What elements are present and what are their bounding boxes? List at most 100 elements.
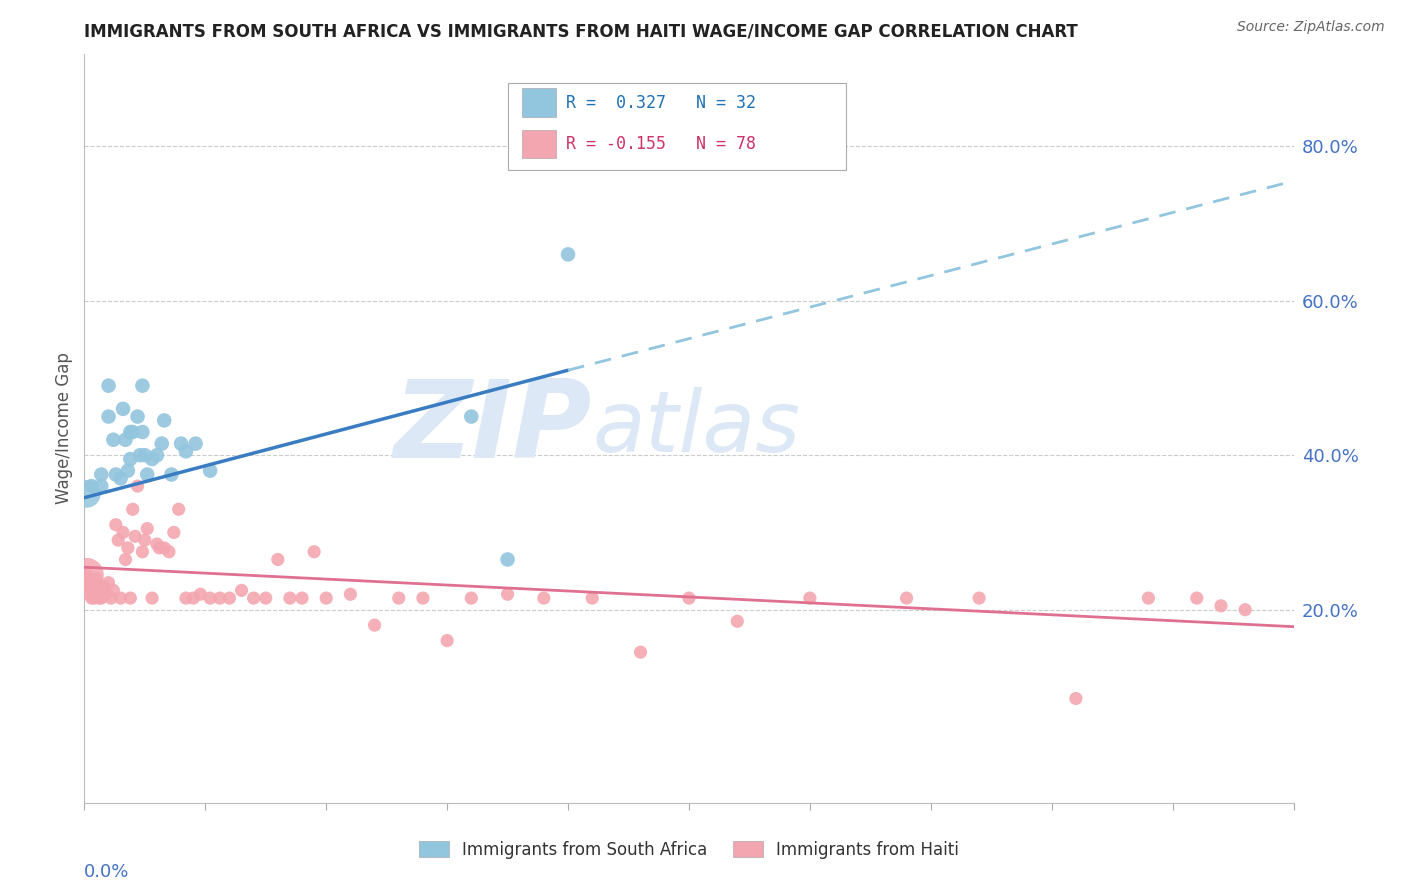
Point [231, 583, 253, 598]
Point [315, 591, 337, 606]
Point [136, 522, 159, 536]
Point [86, 583, 108, 598]
Point [581, 591, 603, 606]
Point [103, 583, 125, 598]
Point [148, 541, 170, 555]
Point [97, 378, 120, 392]
Point [117, 464, 139, 478]
Point [725, 614, 748, 628]
Point [254, 591, 277, 606]
Point [83, 591, 105, 606]
Point [104, 467, 127, 482]
Point [112, 525, 135, 540]
Point [90, 479, 112, 493]
Text: R =  0.327   N = 32: R = 0.327 N = 32 [565, 94, 755, 112]
Point [87, 591, 110, 606]
Point [100, 591, 122, 606]
Point [460, 409, 482, 424]
Point [80, 591, 103, 606]
Point [150, 436, 173, 450]
Point [120, 591, 142, 606]
Point [107, 533, 129, 548]
Point [80, 580, 103, 594]
Text: ZIP: ZIP [394, 376, 592, 481]
Point [110, 591, 132, 606]
Point [163, 525, 186, 540]
Point [114, 433, 136, 447]
Point [90, 580, 112, 594]
Point [198, 464, 221, 478]
Bar [522, 129, 555, 158]
Point [114, 552, 136, 566]
Text: 0.0%: 0.0% [84, 863, 129, 880]
Point [134, 448, 156, 462]
Point [83, 583, 105, 598]
Point [129, 448, 152, 462]
Point [80, 479, 103, 493]
Point [267, 552, 290, 566]
Point [76, 568, 98, 582]
Point [136, 467, 159, 482]
Point [90, 591, 112, 606]
Point [127, 479, 149, 493]
Point [76, 568, 98, 582]
Point [110, 471, 132, 485]
Point [557, 247, 579, 261]
Point [121, 425, 143, 439]
Point [436, 633, 458, 648]
Point [174, 444, 197, 458]
Point [90, 467, 112, 482]
Point [77, 580, 100, 594]
Point [278, 591, 301, 606]
Text: atlas: atlas [592, 386, 800, 470]
Point [157, 545, 180, 559]
FancyBboxPatch shape [508, 84, 846, 169]
Point [363, 618, 385, 632]
Point [141, 452, 163, 467]
Point [121, 502, 143, 516]
Text: R = -0.155   N = 78: R = -0.155 N = 78 [565, 135, 755, 153]
Point [86, 572, 108, 586]
Point [170, 436, 193, 450]
Point [181, 591, 204, 606]
Point [83, 587, 105, 601]
Point [799, 591, 821, 606]
Point [131, 378, 153, 392]
Point [146, 537, 169, 551]
Point [533, 591, 555, 606]
Point [153, 413, 176, 427]
Legend: Immigrants from South Africa, Immigrants from Haiti: Immigrants from South Africa, Immigrants… [412, 834, 966, 865]
Point [86, 587, 108, 601]
Point [496, 587, 519, 601]
Point [77, 587, 100, 601]
Point [1185, 591, 1208, 606]
Point [93, 583, 115, 598]
Y-axis label: Wage/Income Gap: Wage/Income Gap [55, 352, 73, 504]
Point [967, 591, 990, 606]
Point [198, 591, 221, 606]
Point [1064, 691, 1087, 706]
Point [496, 552, 519, 566]
Point [1234, 603, 1257, 617]
Point [93, 580, 115, 594]
Point [104, 517, 127, 532]
Point [208, 591, 231, 606]
Point [112, 401, 135, 416]
Point [412, 591, 434, 606]
Point [127, 409, 149, 424]
Point [124, 529, 146, 543]
Point [291, 591, 314, 606]
Point [120, 425, 142, 439]
Point [460, 591, 482, 606]
Point [76, 572, 98, 586]
Point [167, 502, 190, 516]
Text: Source: ZipAtlas.com: Source: ZipAtlas.com [1237, 20, 1385, 34]
Point [302, 545, 325, 559]
Point [120, 452, 142, 467]
Point [388, 591, 411, 606]
Point [1137, 591, 1160, 606]
Point [117, 541, 139, 555]
Point [76, 487, 98, 501]
Point [339, 587, 361, 601]
Point [630, 645, 652, 659]
